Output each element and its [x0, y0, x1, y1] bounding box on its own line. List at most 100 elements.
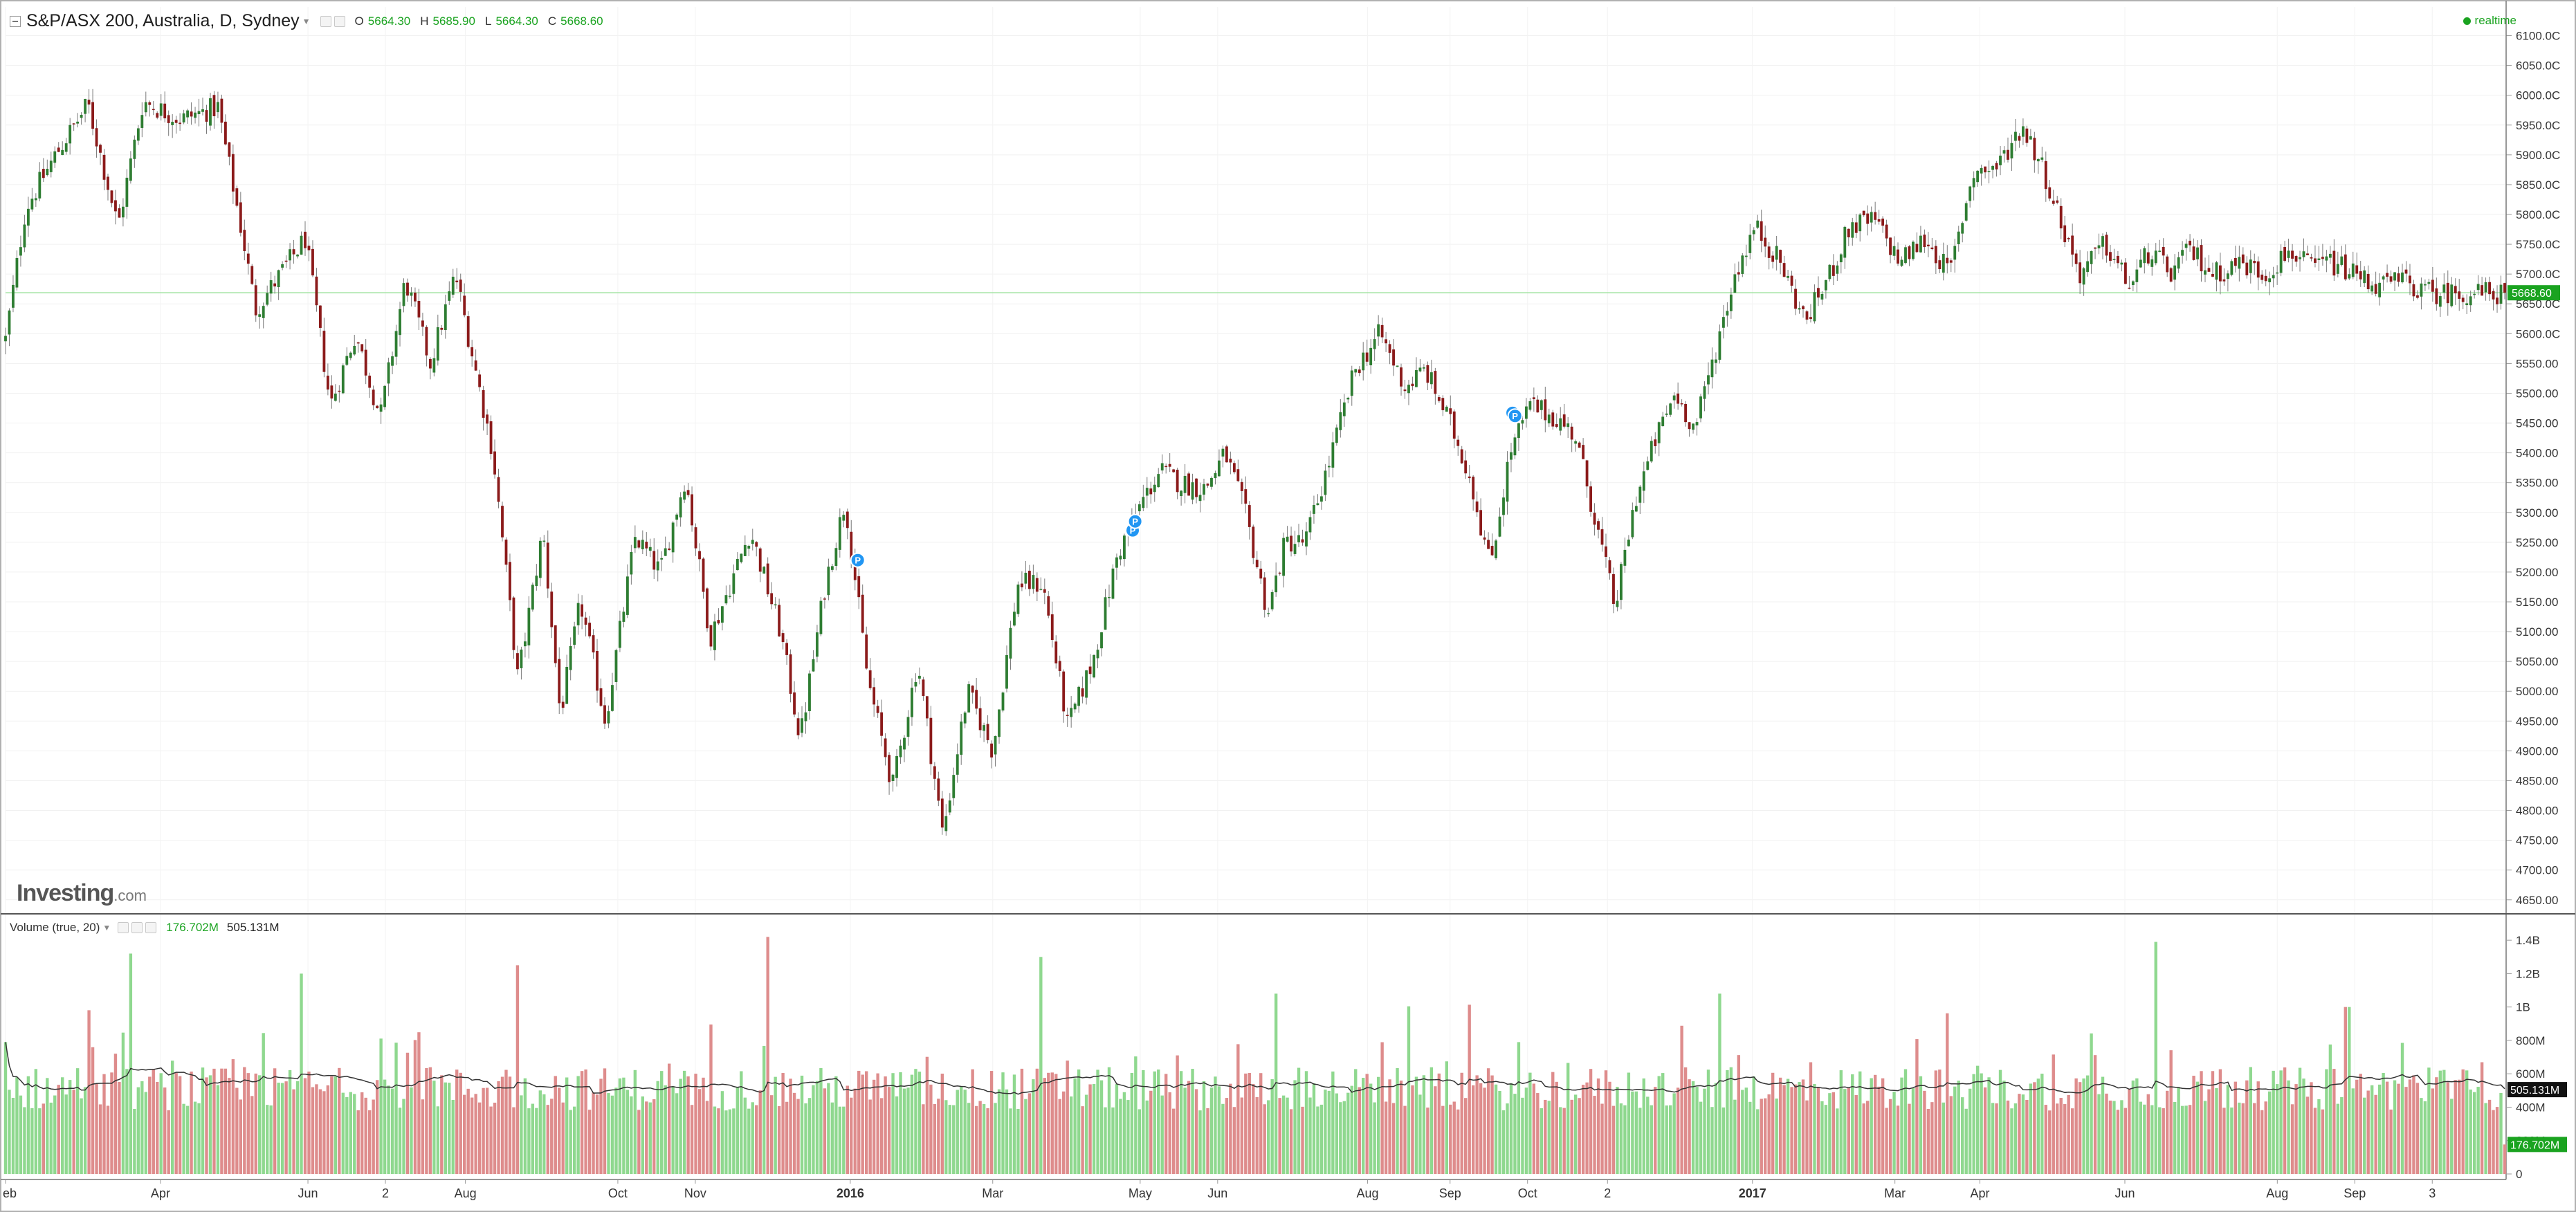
candle — [1240, 481, 1243, 491]
volume-bar — [1915, 1039, 1919, 1174]
volume-bar — [1964, 1108, 1968, 1174]
event-marker[interactable] — [850, 552, 866, 568]
volume-bar — [1191, 1069, 1194, 1174]
candle — [531, 585, 534, 610]
candle — [758, 548, 762, 572]
candle — [42, 169, 45, 178]
candle — [1108, 596, 1111, 598]
candle — [501, 506, 504, 538]
collapse-icon[interactable] — [10, 15, 21, 27]
volume-bar — [178, 1076, 182, 1174]
volume-bar — [1331, 1071, 1335, 1174]
volume-bar — [174, 1073, 178, 1174]
volume-bar — [1138, 1109, 1142, 1174]
volume-bar — [2469, 1090, 2472, 1174]
volume-bar — [417, 1032, 421, 1174]
candle — [2226, 273, 2229, 279]
candle — [1787, 275, 1790, 278]
candle — [102, 154, 106, 180]
hide-icon[interactable] — [131, 922, 143, 933]
volume-bar — [648, 1102, 652, 1174]
candle — [2332, 250, 2336, 276]
volume-bar — [2207, 1089, 2211, 1174]
volume-bar — [527, 1108, 531, 1174]
candle — [2101, 236, 2104, 247]
volume-bar — [1691, 1081, 1695, 1174]
volume-bar — [774, 1076, 777, 1174]
candle — [379, 404, 383, 412]
candle — [592, 635, 595, 653]
candle — [1081, 688, 1084, 697]
candle — [394, 331, 398, 357]
volume-bar — [1972, 1074, 1975, 1174]
candle — [1232, 463, 1236, 472]
volume-bar — [1297, 1067, 1301, 1174]
volume-bar — [827, 1083, 830, 1174]
volume-bar — [1573, 1094, 1578, 1174]
volume-bar — [766, 937, 769, 1174]
volume-bar — [2397, 1083, 2400, 1174]
volume-bar — [201, 1067, 205, 1174]
candle — [2200, 245, 2203, 272]
candle — [656, 561, 659, 571]
candle — [2435, 288, 2438, 304]
last-price-label: 5668.60 — [2512, 288, 2552, 300]
volume-bar — [2101, 1076, 2105, 1174]
candle — [2162, 246, 2165, 256]
volume-bar — [2325, 1069, 2328, 1174]
candle — [1407, 385, 1410, 394]
candle — [504, 540, 508, 565]
settings-icon[interactable] — [118, 922, 129, 933]
volume-bar — [295, 1081, 300, 1174]
candle — [2150, 259, 2154, 267]
candle — [1802, 306, 1805, 310]
candle — [1938, 260, 1942, 270]
volume-bar — [292, 1089, 295, 1174]
candle — [929, 717, 933, 764]
candle — [1088, 666, 1092, 674]
chevron-down-icon[interactable]: ▼ — [102, 923, 111, 933]
volume-bar — [87, 1010, 91, 1174]
volume-bar — [1437, 1073, 1441, 1174]
volume-bar — [1771, 1072, 1775, 1174]
chevron-down-icon[interactable]: ▼ — [302, 16, 311, 26]
instrument-title[interactable]: S&P/ASX 200, Australia, D, Sydney — [26, 11, 300, 30]
event-marker[interactable] — [1127, 513, 1143, 529]
volume-bar — [2317, 1099, 2321, 1174]
candle — [1270, 591, 1274, 609]
volume-bar — [1380, 1042, 1384, 1174]
volume-bar — [1858, 1071, 1862, 1174]
volume-bar — [682, 1070, 686, 1174]
candle — [1820, 293, 1824, 300]
candle — [1616, 600, 1619, 607]
candle — [652, 551, 656, 570]
volume-bar — [1942, 1102, 1945, 1174]
candle — [459, 279, 462, 292]
candle — [520, 650, 523, 668]
volume-indicator-label[interactable]: Volume (true, 20) — [10, 921, 100, 934]
volume-bar — [2074, 1078, 2078, 1174]
candle — [2442, 284, 2446, 293]
candle — [1987, 170, 1991, 172]
candle — [1153, 484, 1156, 493]
hide-icon[interactable] — [334, 15, 345, 27]
volume-bar — [1312, 1083, 1316, 1174]
candle — [1942, 253, 1945, 273]
candle — [1866, 213, 1870, 224]
volume-bar — [1509, 1083, 1513, 1174]
candle — [1919, 235, 1922, 252]
volume-bar — [432, 1081, 436, 1174]
volume-bar — [2105, 1093, 2108, 1174]
close-icon[interactable] — [145, 922, 157, 933]
volume-bar — [1434, 1086, 1437, 1174]
event-marker[interactable] — [1507, 408, 1523, 424]
settings-icon[interactable] — [320, 15, 331, 27]
volume-bar — [2222, 1108, 2226, 1174]
candle — [1661, 416, 1665, 426]
open-value: 5664.30 — [367, 14, 411, 28]
candle — [2287, 250, 2290, 258]
volume-bar — [1521, 1097, 1524, 1174]
candle — [1600, 529, 1604, 545]
candle — [1904, 247, 1907, 264]
